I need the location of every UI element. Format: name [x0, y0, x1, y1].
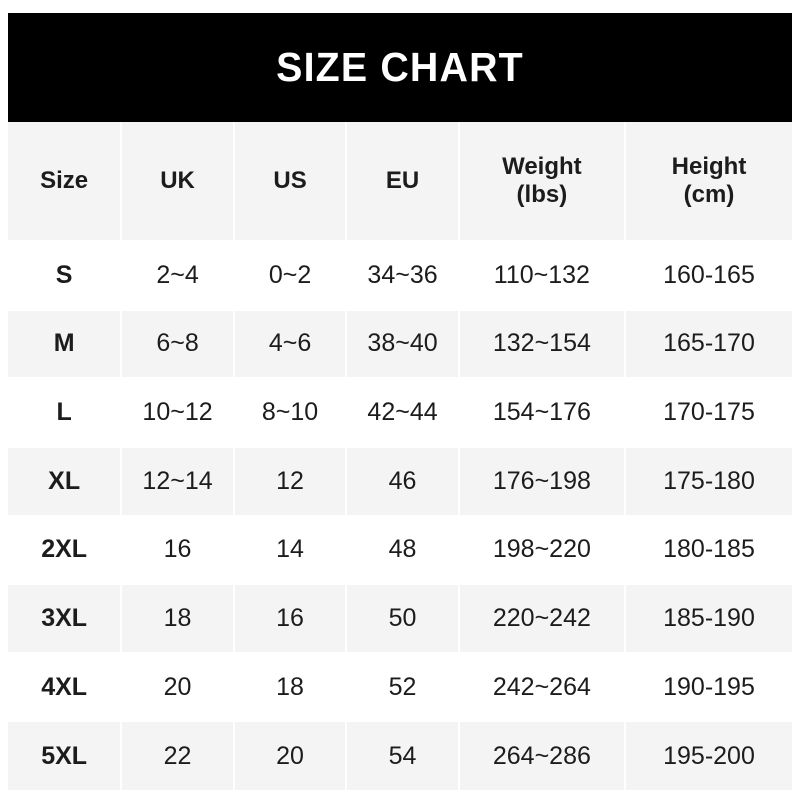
- cell-size: 3XL: [8, 584, 123, 654]
- cell-size: L: [8, 378, 123, 448]
- cell-weight: 110~132: [457, 241, 626, 311]
- cell-eu: 34~36: [345, 241, 460, 311]
- cell-uk: 22: [120, 721, 235, 790]
- cell-size: M: [8, 309, 123, 380]
- cell-size: S: [8, 241, 123, 311]
- cell-height: 160-165: [623, 241, 792, 311]
- column-header-weight-line1: Weight: [502, 152, 582, 180]
- cell-us: 20: [232, 721, 348, 790]
- cell-weight: 154~176: [457, 378, 626, 448]
- column-header-eu: EU: [345, 122, 460, 242]
- cell-height: 185-190: [623, 584, 792, 654]
- cell-height: 190-195: [623, 652, 792, 723]
- page-title: SIZE CHART: [276, 44, 524, 90]
- cell-height: 165-170: [623, 309, 792, 380]
- column-header-height-line1: Height: [671, 152, 747, 180]
- table-row: 4XL 20 18 52 242~264 190-195: [8, 652, 792, 723]
- column-header-weight-line2: (lbs): [516, 181, 568, 208]
- cell-weight: 132~154: [457, 309, 626, 380]
- cell-eu: 42~44: [345, 378, 460, 448]
- cell-us: 18: [232, 652, 348, 723]
- cell-weight: 198~220: [457, 515, 626, 586]
- cell-size: XL: [8, 446, 123, 517]
- cell-weight: 176~198: [457, 446, 626, 517]
- cell-size: 4XL: [8, 652, 123, 723]
- cell-eu: 38~40: [345, 309, 460, 380]
- cell-us: 0~2: [232, 241, 348, 311]
- table-row: S 2~4 0~2 34~36 110~132 160-165: [8, 241, 792, 311]
- table-row: L 10~12 8~10 42~44 154~176 170-175: [8, 378, 792, 448]
- cell-uk: 20: [120, 652, 235, 723]
- table-body: S 2~4 0~2 34~36 110~132 160-165 M 6~8 4~…: [8, 241, 792, 790]
- table-header-row: Size UK US EU Weight (lbs) Height (cm): [8, 122, 792, 242]
- cell-eu: 50: [345, 584, 460, 654]
- table-row: 2XL 16 14 48 198~220 180-185: [8, 515, 792, 586]
- cell-eu: 54: [345, 721, 460, 790]
- cell-weight: 220~242: [457, 584, 626, 654]
- cell-size: 2XL: [8, 515, 123, 586]
- size-chart-table: Size UK US EU Weight (lbs) Height (cm): [8, 122, 792, 790]
- cell-height: 180-185: [623, 515, 792, 586]
- column-header-uk-line1: UK: [160, 166, 195, 194]
- column-header-size: Size: [8, 122, 123, 242]
- cell-height: 170-175: [623, 378, 792, 448]
- cell-us: 12: [232, 446, 348, 517]
- table-row: XL 12~14 12 46 176~198 175-180: [8, 446, 792, 517]
- table-row: 3XL 18 16 50 220~242 185-190: [8, 584, 792, 654]
- cell-weight: 264~286: [457, 721, 626, 790]
- cell-eu: 48: [345, 515, 460, 586]
- cell-weight: 242~264: [457, 652, 626, 723]
- cell-height: 175-180: [623, 446, 792, 517]
- column-header-us: US: [232, 122, 348, 242]
- table-row: 5XL 22 20 54 264~286 195-200: [8, 721, 792, 790]
- cell-us: 8~10: [232, 378, 348, 448]
- cell-height: 195-200: [623, 721, 792, 790]
- cell-uk: 12~14: [120, 446, 235, 517]
- cell-uk: 6~8: [120, 309, 235, 380]
- column-header-eu-line1: EU: [385, 166, 420, 194]
- cell-us: 14: [232, 515, 348, 586]
- cell-uk: 2~4: [120, 241, 235, 311]
- column-header-weight: Weight (lbs): [457, 122, 626, 242]
- column-header-size-line1: Size: [40, 166, 89, 194]
- column-header-height: Height (cm): [623, 122, 792, 242]
- cell-uk: 18: [120, 584, 235, 654]
- table-header: Size UK US EU Weight (lbs) Height (cm): [8, 122, 792, 242]
- column-header-us-line1: US: [273, 166, 307, 194]
- column-header-height-line2: (cm): [683, 181, 735, 208]
- cell-eu: 46: [345, 446, 460, 517]
- cell-eu: 52: [345, 652, 460, 723]
- cell-us: 4~6: [232, 309, 348, 380]
- cell-size: 5XL: [8, 721, 123, 790]
- table-row: M 6~8 4~6 38~40 132~154 165-170: [8, 309, 792, 380]
- cell-uk: 16: [120, 515, 235, 586]
- cell-us: 16: [232, 584, 348, 654]
- cell-uk: 10~12: [120, 378, 235, 448]
- title-banner: SIZE CHART: [8, 13, 792, 122]
- column-header-uk: UK: [120, 122, 235, 242]
